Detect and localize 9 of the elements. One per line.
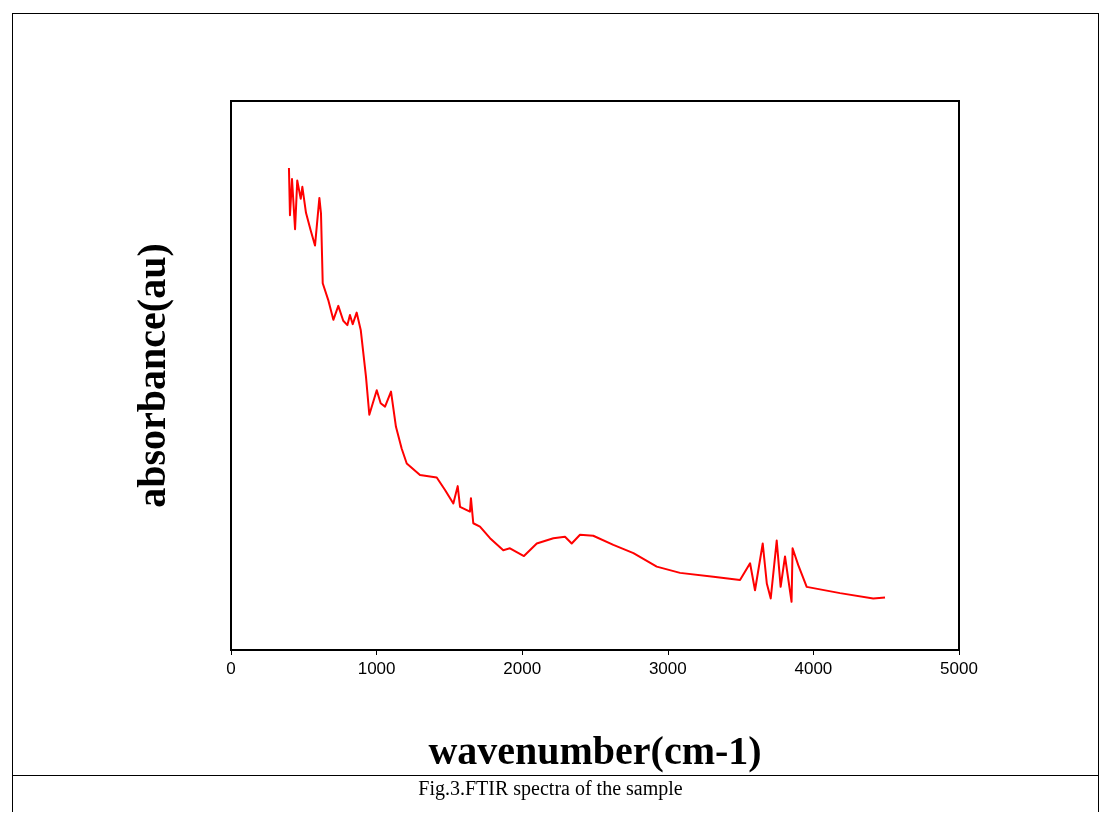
x-tick-label: 3000: [648, 659, 687, 678]
x-axis-title: wavenumber(cm-1): [428, 727, 762, 773]
x-tick-label: 0: [226, 659, 236, 678]
x-tick-label: 2000: [503, 659, 542, 678]
y-axis-title: absorbance(au): [128, 243, 174, 508]
x-tick-label: 4000: [794, 659, 833, 678]
caption: Fig.3.FTIR spectra of the sample: [417, 777, 684, 800]
x-tick-label: 5000: [940, 659, 978, 678]
x-tick-label: 1000: [357, 659, 396, 678]
